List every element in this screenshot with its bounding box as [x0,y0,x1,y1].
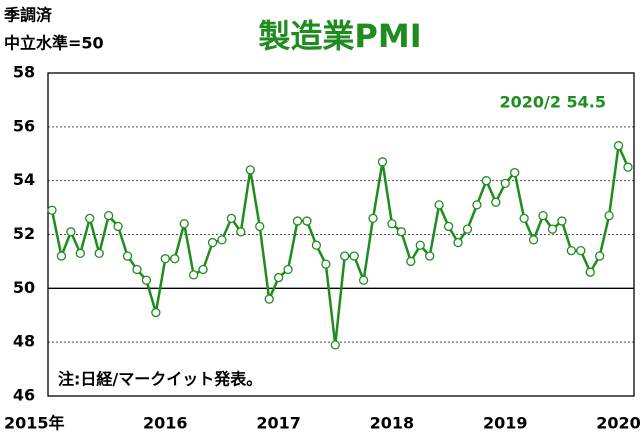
data-point [481,176,492,186]
data-point [557,216,567,226]
data-point [273,272,284,283]
data-point [75,248,85,258]
data-point [151,307,161,318]
data-point [141,275,152,285]
x-tick-label: 2018 [370,414,415,433]
x-tick-label: 2017 [256,414,301,433]
data-point [85,213,95,224]
data-point [613,141,624,151]
data-point [396,227,407,237]
data-point [566,245,576,256]
data-point [453,237,463,248]
data-point [66,227,76,237]
data-point [198,264,208,275]
chart-title: 製造業PMI [258,17,421,55]
data-point [94,248,104,258]
data-point [236,227,246,237]
data-point [188,270,199,280]
data-point [585,267,595,277]
data-point [547,224,558,234]
data-point [604,211,614,221]
data-point [500,178,510,189]
data-point [170,254,180,264]
y-tick-label: 50 [13,278,35,297]
data-point [47,205,57,215]
data-point [443,221,454,232]
data-point [462,224,473,234]
data-line [50,141,630,346]
data-point [425,251,435,261]
data-point [510,167,520,178]
data-point [217,235,227,245]
data-point [292,216,303,226]
data-point [160,254,170,264]
data-point [283,264,293,275]
data-point [179,219,189,229]
data-point [255,221,265,232]
data-point [538,211,548,221]
y-tick-label: 54 [13,170,35,189]
data-point [519,213,529,224]
data-point [406,256,416,267]
data-point [415,240,425,250]
data-point [330,340,340,350]
data-point [434,200,444,210]
data-point [122,251,133,261]
data-point [528,235,539,245]
data-point [472,200,482,210]
data-point [491,197,501,207]
y-tick-label: 58 [13,63,35,82]
data-point [132,264,142,275]
data-point [349,251,359,261]
data-point [368,213,378,224]
data-point [104,211,114,221]
y-tick-label: 46 [13,386,35,405]
note: 季調済 [3,6,53,25]
data-point [358,275,369,285]
data-point [245,165,255,175]
x-tick-label: 2020 [596,414,641,433]
y-tick-label: 56 [13,116,35,135]
x-tick-label: 2016 [143,414,188,433]
data-point [311,240,322,250]
y-tick-label: 48 [13,332,35,351]
data-point [207,237,218,248]
data-point [387,219,397,229]
x-tick-label: 2015年 [4,414,65,433]
y-tick-label: 52 [13,224,35,243]
data-point [595,251,605,261]
data-point [264,294,274,304]
annotation: 2020/2 54.5 [499,93,606,112]
note: 中立水準=50 [4,34,104,53]
data-point [226,213,237,224]
plot-frame [47,72,635,397]
data-point [340,251,350,261]
x-tick-label: 2019 [483,414,528,433]
data-point [321,259,331,269]
data-point [56,251,67,261]
data-point [576,245,586,256]
data-point [113,221,123,232]
source-note: 注:日経/マークイット発表。 [58,370,262,389]
data-point [623,162,633,172]
data-point [377,157,388,167]
data-point [302,216,312,226]
